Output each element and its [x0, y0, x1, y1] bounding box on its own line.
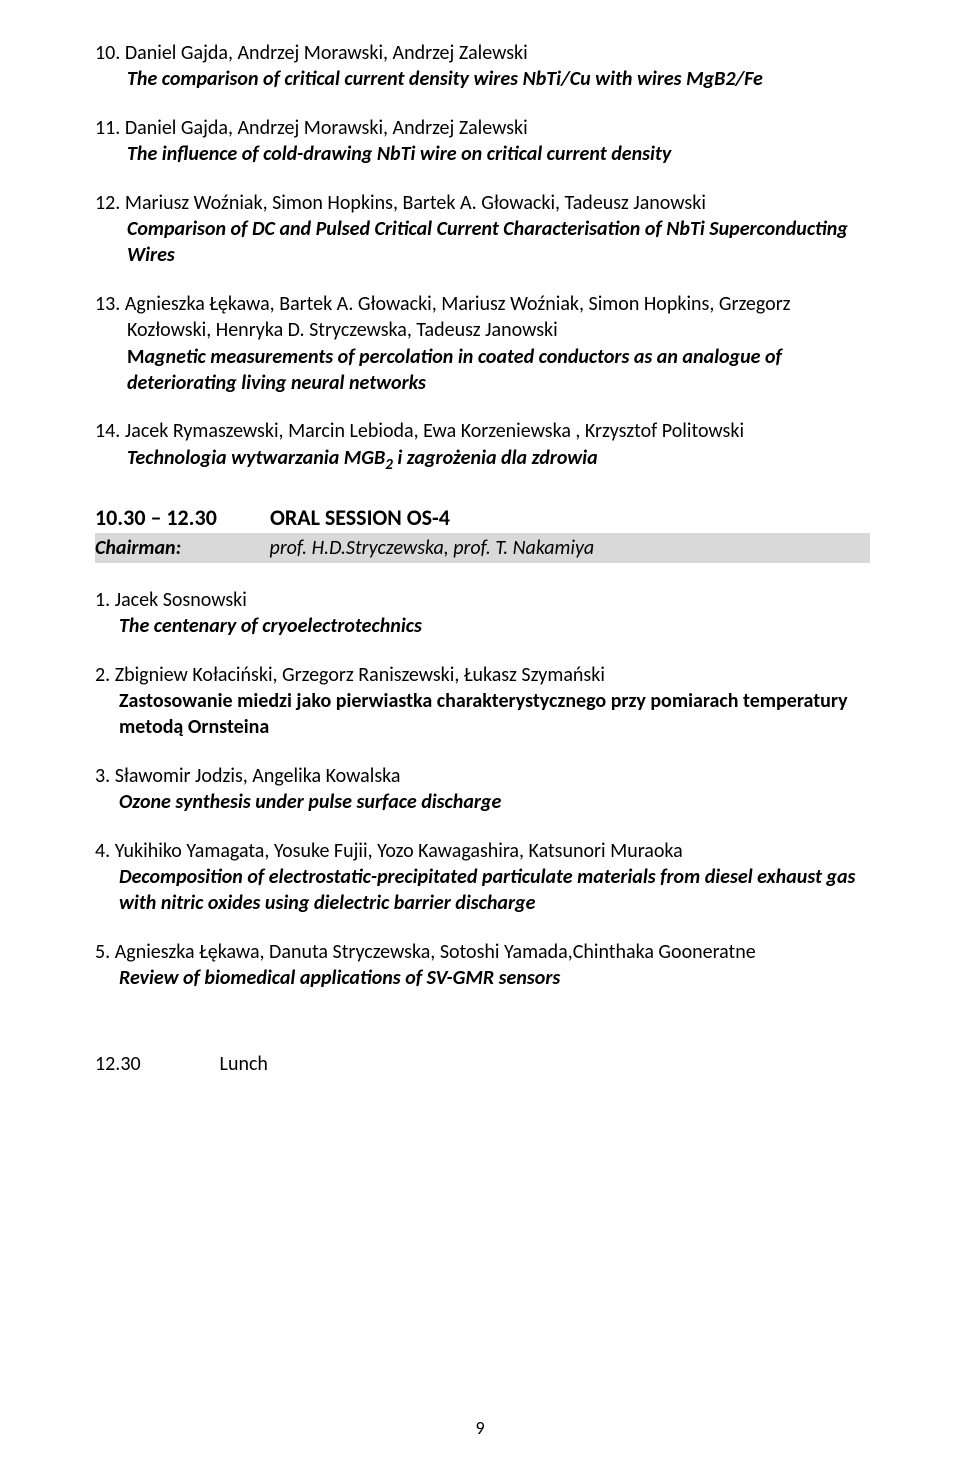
- list-item: 12. Mariusz Woźniak, Simon Hopkins, Bart…: [95, 190, 870, 269]
- list-item: 3. Sławomir Jodzis, Angelika Kowalska Oz…: [95, 763, 870, 816]
- list-item: 13. Agnieszka Łękawa, Bartek A. Głowacki…: [95, 291, 870, 397]
- list-item: 5. Agnieszka Łękawa, Danuta Stryczewska,…: [95, 939, 870, 992]
- entry-authors: 11. Daniel Gajda, Andrzej Morawski, Andr…: [95, 116, 528, 140]
- page: 10. Daniel Gajda, Andrzej Morawski, Andr…: [0, 0, 960, 1457]
- page-number: 9: [0, 1417, 960, 1439]
- entry-title: The influence of cold-drawing NbTi wire …: [127, 142, 671, 166]
- entry-title: Technologia wytwarzania MGB2 i zagrożeni…: [127, 446, 598, 470]
- list-item: 10. Daniel Gajda, Andrzej Morawski, Andr…: [95, 40, 870, 93]
- entry-authors: 4. Yukihiko Yamagata, Yosuke Fujii, Yozo…: [95, 839, 683, 863]
- list-item: 14. Jacek Rymaszewski, Marcin Lebioda, E…: [95, 418, 870, 475]
- chair-label: Chairman:: [95, 535, 265, 561]
- entry-title: The centenary of cryoelectrotechnics: [119, 614, 422, 638]
- lunch-time: 12.30: [95, 1052, 215, 1076]
- session-row-2: Chairman: prof. H.D.Stryczewska, prof. T…: [95, 533, 870, 563]
- lunch-label: Lunch: [220, 1052, 268, 1076]
- entry-authors: 14. Jacek Rymaszewski, Marcin Lebioda, E…: [95, 419, 744, 443]
- chair-names: prof. H.D.Stryczewska, prof. T. Nakamiya: [270, 536, 595, 560]
- session-row-1: 10.30 – 12.30 ORAL SESSION OS-4: [95, 503, 870, 532]
- entry-authors: 12. Mariusz Woźniak, Simon Hopkins, Bart…: [95, 191, 706, 215]
- session-header: 10.30 – 12.30 ORAL SESSION OS-4 Chairman…: [95, 503, 870, 562]
- session-time: 10.30 – 12.30: [95, 503, 265, 532]
- list-item: 1. Jacek Sosnowski The centenary of cryo…: [95, 587, 870, 640]
- entry-title: The comparison of critical current densi…: [127, 67, 763, 91]
- entry-authors: 3. Sławomir Jodzis, Angelika Kowalska: [95, 764, 400, 788]
- entry-authors: 13. Agnieszka Łękawa, Bartek A. Głowacki…: [95, 292, 791, 342]
- entry-authors: 5. Agnieszka Łękawa, Danuta Stryczewska,…: [95, 940, 756, 964]
- entry-authors: 10. Daniel Gajda, Andrzej Morawski, Andr…: [95, 41, 528, 65]
- session-label: ORAL SESSION OS-4: [270, 504, 450, 531]
- list-item: 2. Zbigniew Kołaciński, Grzegorz Ranisze…: [95, 662, 870, 741]
- lunch-row: 12.30 Lunch: [95, 1052, 870, 1076]
- list-item: 11. Daniel Gajda, Andrzej Morawski, Andr…: [95, 115, 870, 168]
- entry-title: Decomposition of electrostatic-precipita…: [119, 865, 855, 915]
- entry-title: Ozone synthesis under pulse surface disc…: [119, 790, 501, 814]
- entry-title: Zastosowanie miedzi jako pierwiastka cha…: [119, 689, 848, 739]
- entry-title: Review of biomedical applications of SV-…: [119, 966, 560, 990]
- entry-title: Comparison of DC and Pulsed Critical Cur…: [127, 217, 848, 267]
- entry-authors: 1. Jacek Sosnowski: [95, 588, 247, 612]
- list-item: 4. Yukihiko Yamagata, Yosuke Fujii, Yozo…: [95, 838, 870, 917]
- entry-authors: 2. Zbigniew Kołaciński, Grzegorz Ranisze…: [95, 663, 605, 687]
- entry-title: Magnetic measurements of percolation in …: [127, 345, 782, 395]
